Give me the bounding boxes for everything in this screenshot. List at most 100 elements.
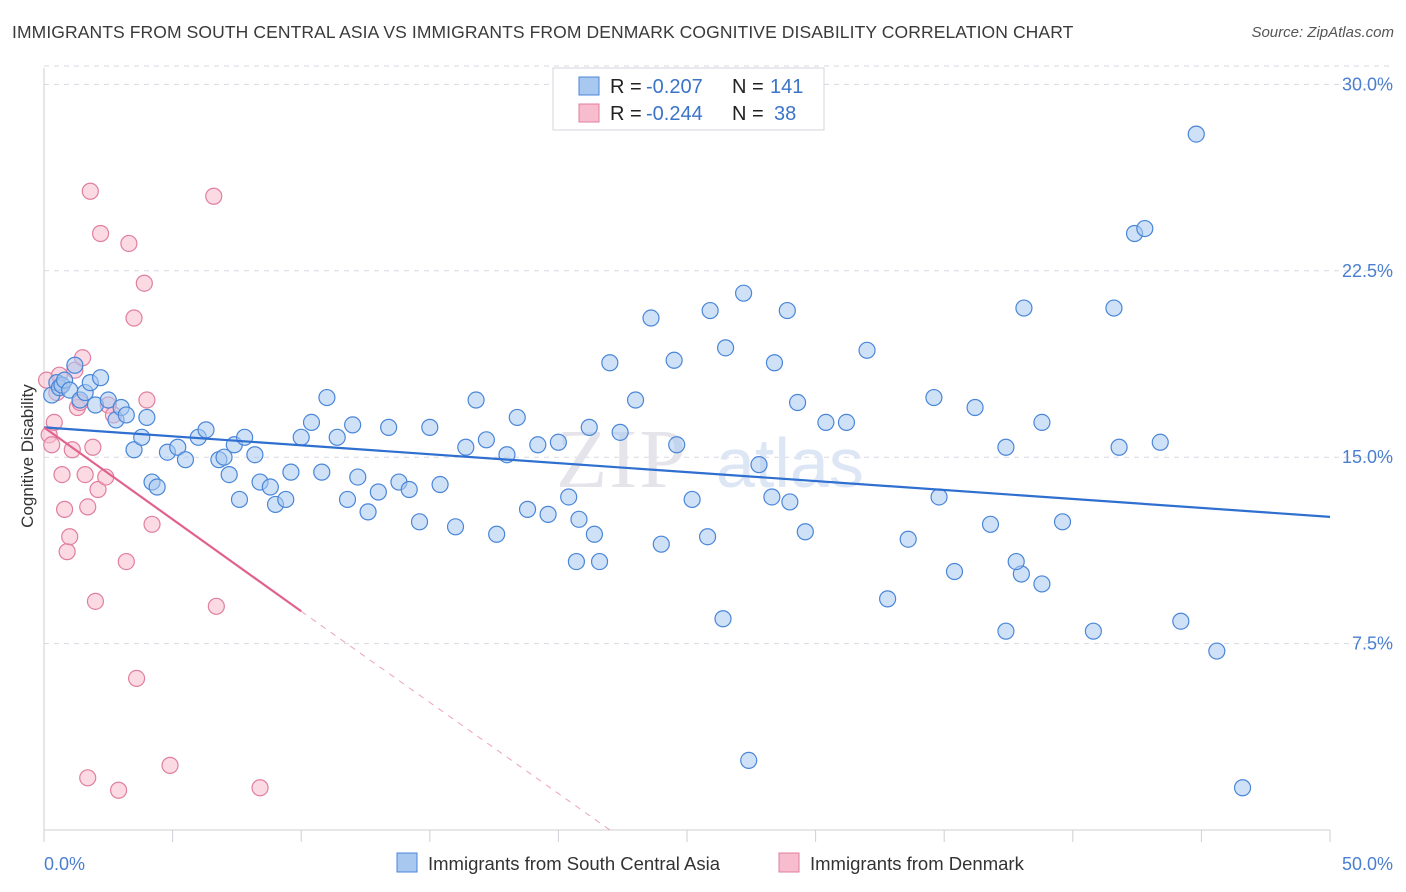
blue-point (714, 610, 732, 628)
blue-point (431, 475, 449, 494)
blue-point (292, 428, 310, 446)
chart-title: IMMIGRANTS FROM SOUTH CENTRAL ASIA VS IM… (12, 22, 1074, 42)
pink-point (89, 480, 107, 499)
pink-trend-extension (300, 610, 611, 831)
blue-point (1110, 438, 1128, 456)
blue-point (197, 421, 215, 439)
blue-point (1233, 779, 1252, 797)
blue-point (930, 488, 948, 506)
source-credit: Source: ZipAtlas.com (1251, 24, 1394, 41)
blue-point (580, 418, 598, 436)
axes (43, 68, 1330, 831)
blue-point (1084, 622, 1102, 640)
blue-point (117, 406, 135, 424)
blue-point (169, 438, 187, 456)
blue-point (99, 391, 117, 409)
blue-point (642, 309, 660, 327)
legend-r-label-blue: R = (610, 76, 642, 98)
pink-point (135, 274, 153, 292)
blue-point (457, 438, 475, 456)
pink-point (81, 182, 99, 200)
bottom-legend-swatch-pink (778, 852, 800, 873)
blue-point (796, 523, 814, 541)
blue-point (611, 423, 629, 441)
blue-point (734, 284, 753, 302)
legend: R = -0.207 N = 141 R = -0.244 N = 38 (552, 67, 825, 131)
blue-point (716, 339, 735, 357)
blue-point (91, 369, 110, 387)
blue-point (1151, 433, 1169, 451)
blue-point (1172, 612, 1190, 630)
blue-point (945, 562, 964, 581)
blue-point (1187, 125, 1205, 143)
blue-point (966, 398, 984, 417)
blue-point (763, 488, 781, 506)
pink-point (251, 779, 269, 797)
blue-point (302, 413, 321, 432)
blue-point (518, 500, 537, 518)
pink-point (205, 187, 223, 205)
blue-point (488, 525, 506, 543)
blue-point (176, 451, 195, 469)
blue-point (338, 490, 357, 509)
blue-point (1053, 513, 1072, 531)
blue-point (879, 590, 897, 608)
blue-point (567, 552, 586, 571)
bottom-legend: Immigrants from South Central Asia Immig… (396, 852, 1025, 874)
pink-point (207, 597, 225, 615)
blue-point (246, 446, 264, 464)
blue-point (585, 525, 604, 543)
blue-point (477, 431, 495, 449)
blue-point (837, 413, 856, 432)
blue-point (318, 388, 336, 407)
blue-point (1033, 575, 1051, 593)
blue-point (467, 391, 485, 409)
blue-point (133, 428, 151, 446)
blue-trend-line (43, 426, 1331, 518)
blue-point (601, 354, 619, 372)
blue-point (349, 468, 367, 486)
blue-point (1007, 552, 1025, 571)
pink-point (161, 756, 179, 774)
pink-point (109, 781, 128, 799)
pink-point (79, 498, 97, 516)
bottom-legend-swatch-blue (396, 852, 418, 873)
tick-labels: 7.5% 15.0% 22.5% 30.0% 0.0% 50.0% (44, 74, 1393, 874)
watermark: ZIP atlas (556, 413, 864, 506)
pink-point (43, 436, 61, 454)
blue-point (698, 528, 717, 546)
blue-point (570, 510, 588, 528)
pink-point (55, 500, 74, 518)
legend-r-value-pink: -0.244 (646, 103, 703, 125)
pink-point (117, 552, 135, 571)
bottom-legend-label-pink: Immigrants from Denmark (810, 853, 1025, 874)
blue-point (369, 483, 387, 501)
blue-point (66, 356, 84, 374)
blue-point (626, 391, 645, 409)
blue-point (858, 341, 876, 359)
blue-point (1136, 219, 1154, 238)
blue-point (282, 463, 300, 481)
legend-swatch-pink (578, 103, 600, 123)
blue-point (1105, 299, 1123, 317)
blue-point (899, 530, 917, 548)
blue-point (740, 751, 758, 770)
blue-point (1033, 413, 1051, 432)
blue-point (508, 408, 526, 427)
y-tick-label-0: 7.5% (1352, 634, 1393, 654)
blue-point (997, 622, 1015, 640)
pink-point (120, 234, 138, 253)
pink-trend-line (43, 426, 302, 613)
legend-n-value-blue: 141 (770, 76, 803, 98)
blue-point (925, 388, 943, 407)
grid-lines (43, 65, 1390, 842)
legend-n-label-pink: N = (732, 103, 764, 125)
blue-point (652, 535, 670, 553)
blue-point (665, 351, 683, 369)
blue-point (549, 433, 568, 451)
legend-n-value-pink: 38 (774, 103, 796, 125)
blue-point (125, 441, 143, 459)
x-tick-label-0: 0.0% (44, 854, 85, 874)
blue-point (668, 436, 686, 454)
blue-point (446, 518, 465, 536)
